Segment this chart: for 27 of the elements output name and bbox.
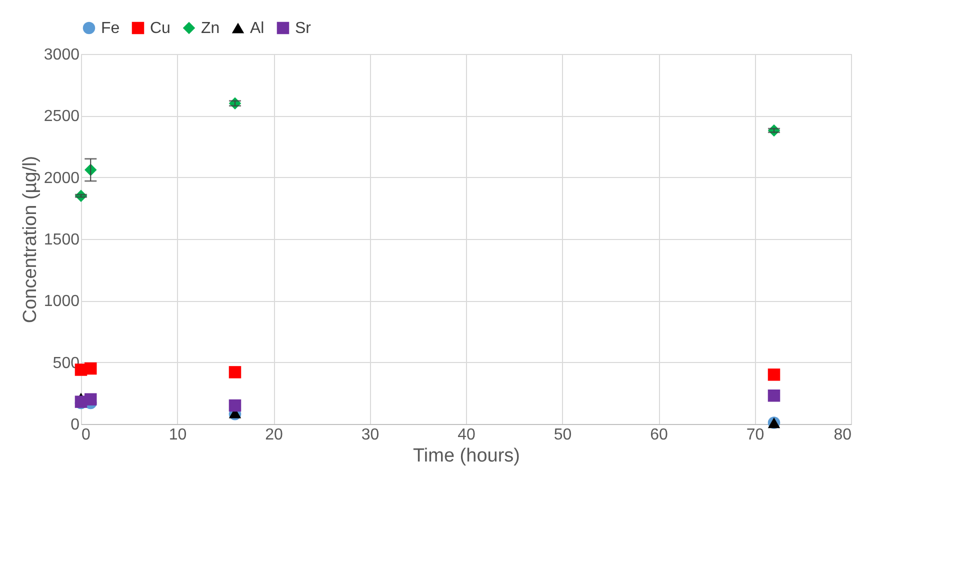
y-tick-label: 2500 xyxy=(44,108,80,126)
point xyxy=(228,366,242,378)
x-tick-label: 40 xyxy=(458,426,476,444)
legend-label: Sr xyxy=(295,20,312,37)
y-tick-label: 1000 xyxy=(44,293,80,310)
y-tick-label: 2000 xyxy=(44,170,80,187)
x-tick-label: 50 xyxy=(554,426,572,444)
point xyxy=(228,399,242,412)
legend-label: Cu xyxy=(150,20,170,37)
point xyxy=(768,390,780,402)
x-tick-label: 0 xyxy=(82,426,90,444)
y-tick-label: 1500 xyxy=(44,232,80,248)
legend-label: Fe xyxy=(101,20,120,37)
x-tick-label: 30 xyxy=(361,426,380,444)
point xyxy=(84,362,97,375)
x-tick-label: 20 xyxy=(265,426,283,444)
x-tick-label: 10 xyxy=(168,426,187,444)
y-axis-title: Concentration (µg/l) xyxy=(20,156,41,324)
x-tick-label: 70 xyxy=(746,426,764,444)
point xyxy=(768,368,780,381)
legend-label: Zn xyxy=(201,20,220,37)
x-tick-label: 80 xyxy=(834,426,852,444)
x-axis-title: Time (hours) xyxy=(413,446,520,466)
legend-label: Al xyxy=(250,20,264,37)
y-tick-label: 3000 xyxy=(44,46,80,64)
x-tick-label: 60 xyxy=(650,426,668,444)
point xyxy=(84,393,97,406)
